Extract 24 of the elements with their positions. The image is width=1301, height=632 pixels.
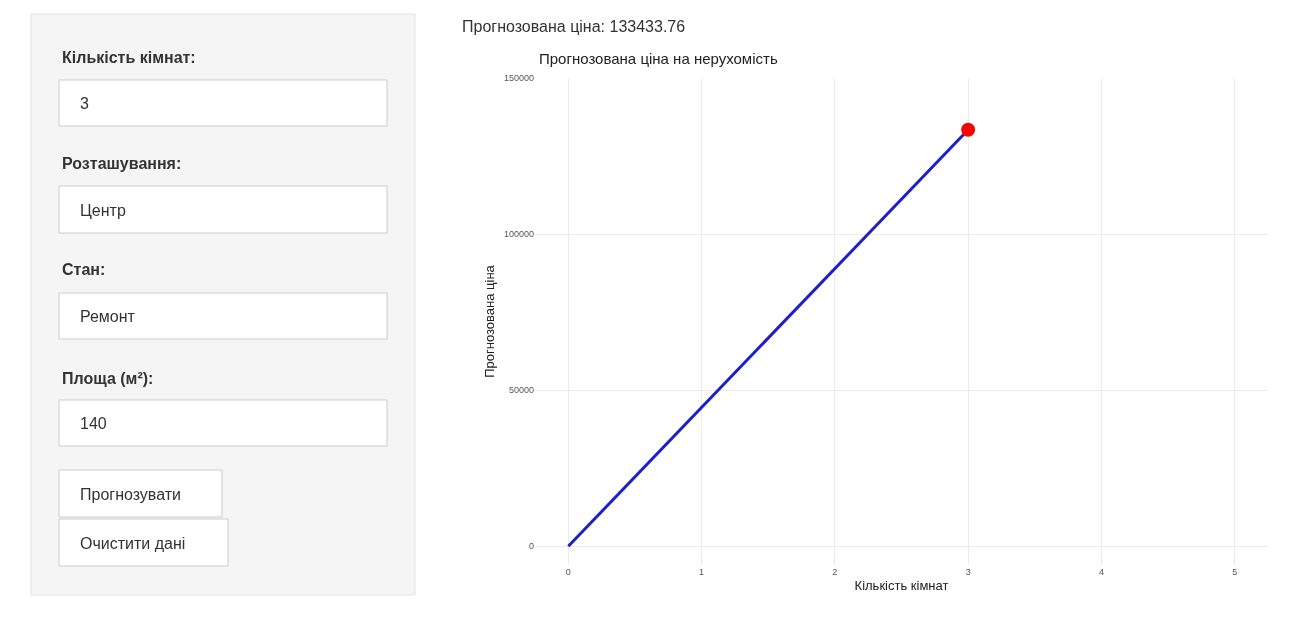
text: Стан: [62, 261, 106, 278]
text: Центр [80, 202, 126, 219]
text: 3 [80, 95, 89, 112]
y-tick-label: 150000 [503, 73, 534, 84]
x-tick-label: 2 [832, 567, 838, 577]
y-tick-label: 0 [528, 541, 534, 552]
y-tick-label: 50000 [508, 385, 534, 396]
text: 140 [80, 415, 107, 432]
x-tick-label: 0 [565, 567, 571, 577]
y-tick-label: 100000 [503, 229, 534, 240]
text: Ремонт [80, 308, 136, 325]
x-axis-title: Кількість кімнат [854, 577, 949, 593]
text: Очистити дані [80, 535, 186, 552]
text: Кількість кімнат: [62, 49, 196, 66]
chart-title: Прогнозована ціна на нерухомість [539, 50, 778, 67]
text: Розташування: [62, 155, 182, 172]
x-tick-label: 4 [1098, 567, 1104, 577]
text: Прогнозувати [80, 486, 181, 503]
text: Прогнозована ціна: 133433.76 [462, 18, 686, 35]
x-tick-label: 3 [965, 567, 971, 577]
y-axis-title: Прогнозована ціна [481, 264, 497, 378]
text: Площа (м²): [62, 370, 154, 387]
x-tick-label: 5 [1232, 567, 1238, 577]
x-tick-label: 1 [699, 567, 705, 577]
